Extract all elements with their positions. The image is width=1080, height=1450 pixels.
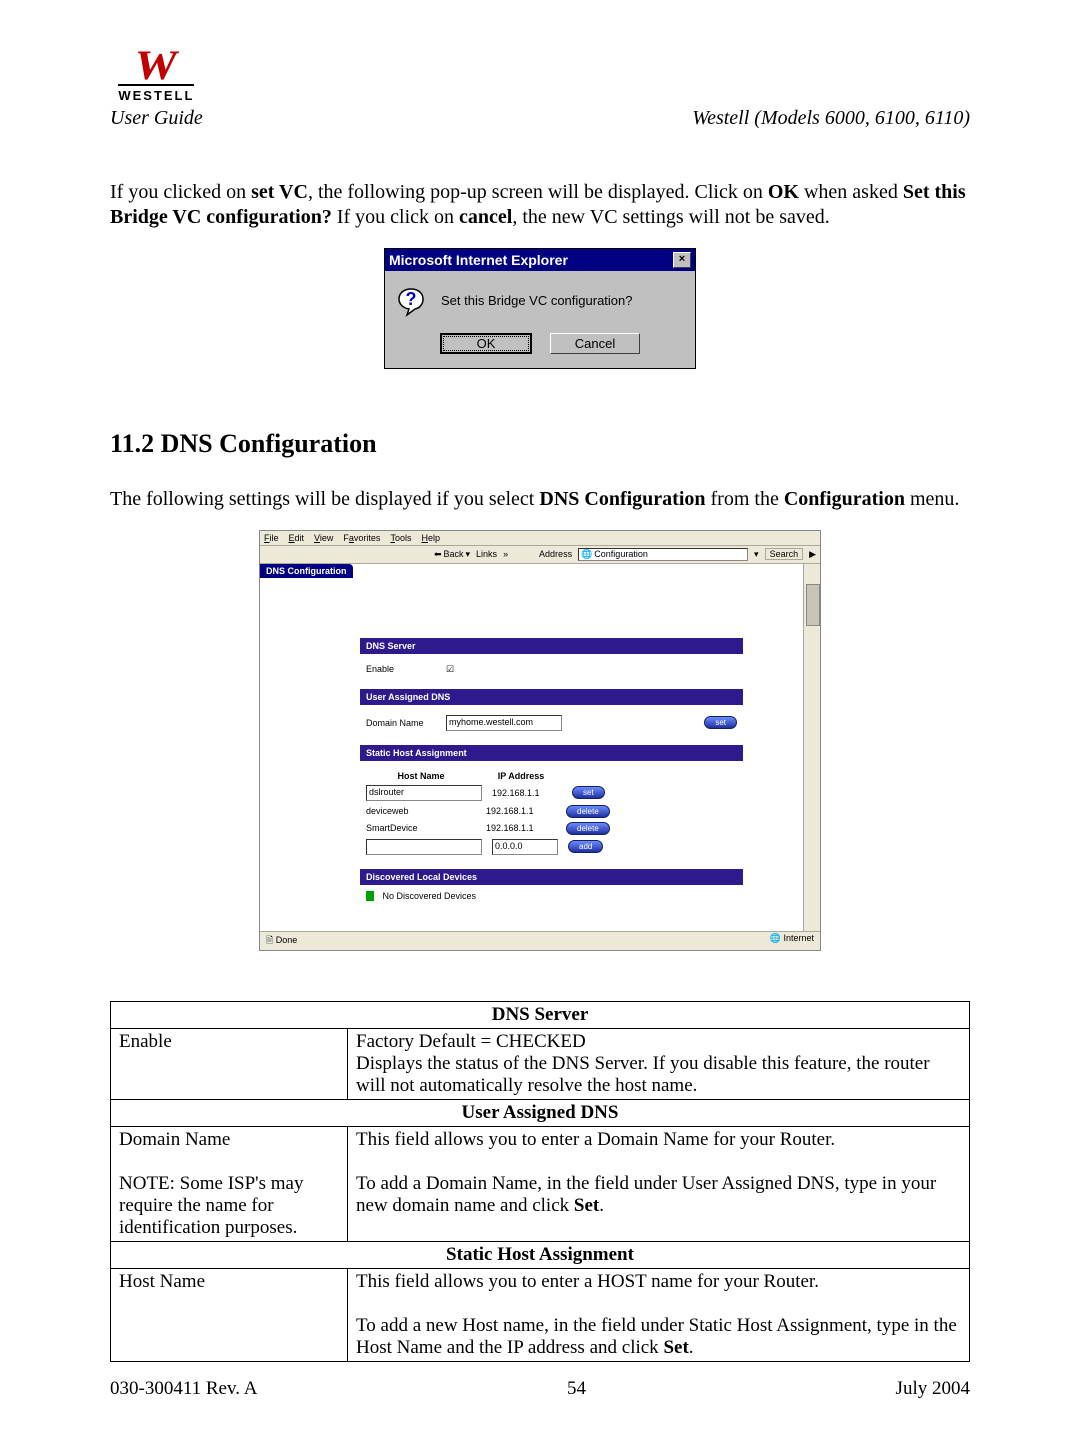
hostname-header: Host Name — [366, 771, 476, 781]
t: , the new VC settings will not be saved. — [512, 206, 829, 228]
t: If you click on — [332, 206, 459, 228]
t: If you clicked on — [110, 181, 251, 203]
set-button[interactable]: set — [572, 786, 605, 799]
westell-logo: W WESTELL — [110, 50, 203, 103]
t: To add a new Host name, in the field und… — [356, 1315, 957, 1358]
t: Domain Name — [119, 1129, 339, 1151]
domain-name-label: Domain Name — [366, 718, 436, 728]
host-value: deviceweb — [366, 806, 476, 816]
table-label: Domain Name NOTE: Some ISP's may require… — [111, 1127, 348, 1242]
scrollbar[interactable] — [803, 564, 820, 932]
t: Factory Default = CHECKED — [356, 1031, 961, 1053]
logo-swoosh-icon: W — [132, 50, 180, 84]
t: NOTE: Some ISP's may require the name fo… — [119, 1173, 339, 1239]
svg-text:?: ? — [406, 289, 417, 309]
panel-static-host: Static Host Assignment — [360, 745, 743, 761]
t: To add a Domain Name, in the field under… — [356, 1173, 936, 1216]
dialog-message: Set this Bridge VC configuration? — [441, 293, 633, 308]
t: This field allows you to enter a HOST na… — [356, 1271, 961, 1293]
dns-config-screenshot: File Edit View Favorites Tools Help ⬅ Ba… — [259, 530, 821, 952]
t: Set — [574, 1195, 599, 1216]
close-icon[interactable]: × — [673, 252, 691, 268]
table-label: Enable — [111, 1029, 348, 1100]
ie-menubar: File Edit View Favorites Tools Help — [260, 531, 820, 546]
add-button[interactable]: add — [568, 840, 603, 853]
menu-file[interactable]: File — [264, 533, 279, 543]
t: Set — [663, 1337, 688, 1358]
address-label: Address — [514, 549, 572, 559]
t: This field allows you to enter a Domain … — [356, 1129, 961, 1151]
go-icon[interactable]: ▶ — [809, 549, 816, 560]
user-guide-label: User Guide — [110, 107, 203, 130]
table-section-header: User Assigned DNS — [111, 1100, 970, 1127]
menu-view[interactable]: View — [314, 533, 333, 543]
status-icon — [366, 891, 374, 901]
section-heading: 11.2 DNS Configuration — [110, 429, 970, 459]
t: OK — [768, 181, 799, 203]
definitions-table: DNS Server Enable Factory Default = CHEC… — [110, 1001, 970, 1362]
ip-header: IP Address — [486, 771, 556, 781]
page-header: W WESTELL User Guide Westell (Models 600… — [110, 50, 970, 130]
question-icon: ? — [395, 285, 427, 317]
table-desc: This field allows you to enter a HOST na… — [348, 1269, 970, 1362]
t: . — [689, 1337, 694, 1358]
new-host-input[interactable] — [366, 839, 482, 855]
ip-value: 192.168.1.1 — [486, 823, 556, 833]
set-button[interactable]: set — [704, 716, 737, 729]
dialog-titlebar: Microsoft Internet Explorer × — [385, 249, 695, 271]
t: from the — [706, 488, 784, 510]
links-label: Links — [476, 549, 497, 559]
ok-button[interactable]: OK — [440, 333, 532, 354]
menu-fav[interactable]: Favorites — [343, 533, 380, 543]
menu-edit[interactable]: Edit — [289, 533, 305, 543]
panel-user-assigned-dns: User Assigned DNS — [360, 689, 743, 705]
back-button[interactable]: ⬅ Back ▾ — [434, 549, 470, 560]
t: Displays the status of the DNS Server. I… — [356, 1053, 961, 1097]
t: menu. — [905, 488, 959, 510]
table-section-header: Static Host Assignment — [111, 1242, 970, 1269]
ip-value: 192.168.1.1 — [486, 806, 556, 816]
scroll-thumb[interactable] — [806, 584, 820, 626]
section-intro: The following settings will be displayed… — [110, 487, 970, 512]
host-value: SmartDevice — [366, 823, 476, 833]
host-input[interactable]: dslrouter — [366, 785, 482, 801]
t: , the following pop-up screen will be di… — [308, 181, 768, 203]
t: Configuration — [784, 488, 905, 510]
table-label: Host Name — [111, 1269, 348, 1362]
t: . — [599, 1195, 604, 1216]
cancel-button[interactable]: Cancel — [550, 333, 640, 354]
ie-statusbar: 🖹 Done 🌐 Internet — [260, 931, 820, 950]
delete-button[interactable]: delete — [566, 822, 610, 835]
menu-help[interactable]: Help — [421, 533, 440, 543]
t: when asked — [799, 181, 903, 203]
panel-dns-server: DNS Server — [360, 638, 743, 654]
domain-name-input[interactable]: myhome.westell.com — [446, 715, 562, 731]
delete-button[interactable]: delete — [566, 805, 610, 818]
no-devices-label: No Discovered Devices — [383, 891, 477, 901]
intro-paragraph: If you clicked on set VC, the following … — [110, 180, 970, 230]
t: cancel — [459, 206, 512, 228]
new-ip-input[interactable]: 0.0.0.0 — [492, 839, 558, 855]
address-input[interactable]: 🌐 Configuration — [578, 548, 748, 561]
search-button[interactable]: Search — [765, 548, 804, 560]
enable-label: Enable — [366, 664, 436, 674]
status-done: Done — [276, 935, 298, 945]
menu-tools[interactable]: Tools — [390, 533, 411, 543]
panel-discovered-devices: Discovered Local Devices — [360, 869, 743, 885]
table-desc: This field allows you to enter a Domain … — [348, 1127, 970, 1242]
t: DNS Configuration — [539, 488, 705, 510]
ie-toolbar: ⬅ Back ▾ Links» Address 🌐 Configuration … — [260, 546, 820, 564]
ip-value: 192.168.1.1 — [492, 788, 562, 798]
table-section-header: DNS Server — [111, 1002, 970, 1029]
status-zone: Internet — [783, 933, 814, 943]
t: The following settings will be displayed… — [110, 488, 539, 510]
table-desc: Factory Default = CHECKED Displays the s… — [348, 1029, 970, 1100]
confirm-dialog: Microsoft Internet Explorer × ? Set this… — [384, 248, 696, 369]
tab-dns-configuration[interactable]: DNS Configuration — [260, 564, 353, 578]
dialog-title-text: Microsoft Internet Explorer — [389, 252, 568, 268]
t: set VC — [251, 181, 308, 203]
enable-checkbox[interactable]: ☑ — [446, 664, 454, 675]
models-label: Westell (Models 6000, 6100, 6110) — [692, 107, 970, 130]
